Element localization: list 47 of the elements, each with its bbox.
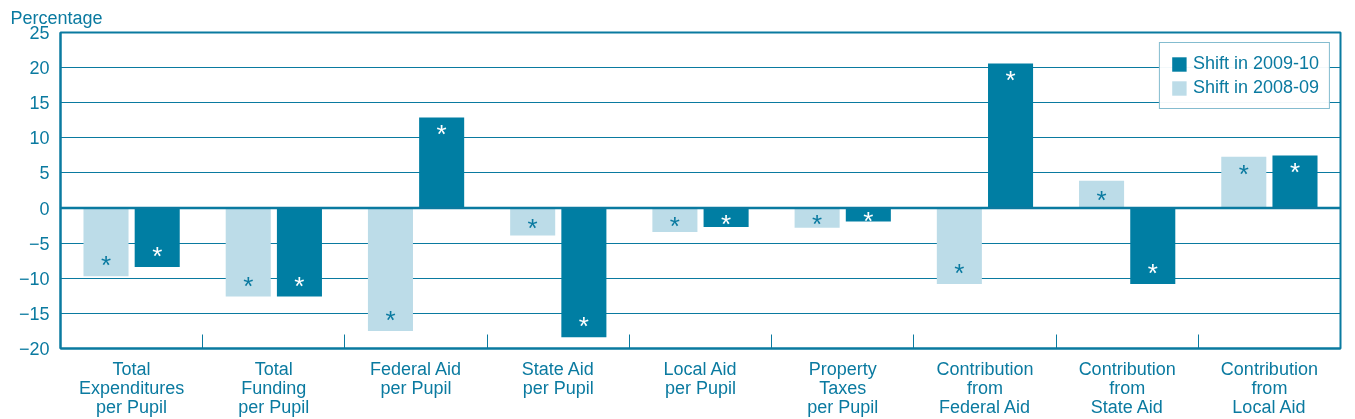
legend-label: Shift in 2008-09: [1192, 77, 1319, 98]
x-tick-label: Property Taxes per Pupil: [807, 358, 879, 417]
x-tick-label: Total Funding per Pupil: [238, 358, 310, 417]
data-label: *: [812, 208, 823, 239]
x-tick-label: Contribution from Federal Aid: [936, 358, 1034, 417]
bar: [1221, 156, 1267, 209]
data-label: *: [527, 212, 538, 243]
data-label: *: [1289, 157, 1301, 188]
data-label: *: [100, 250, 112, 281]
y-tick-label: 10: [29, 128, 50, 149]
y-tick-label: −5: [28, 233, 50, 254]
data-label: *: [669, 210, 680, 241]
bar: [83, 208, 129, 277]
data-label: *: [721, 208, 732, 239]
y-tick-label: 20: [29, 58, 50, 79]
data-label: *: [1096, 185, 1107, 216]
bar: [652, 208, 698, 232]
x-tick-label: State Aid per Pupil: [521, 358, 594, 398]
data-label: *: [1005, 65, 1016, 96]
x-tick-label: Total Expenditures per Pupil: [79, 358, 185, 417]
bar: [936, 208, 982, 284]
x-tick-label: Local Aid per Pupil: [663, 358, 737, 398]
data-label: *: [1147, 257, 1158, 288]
y-tick-label: −20: [18, 339, 50, 359]
data-label: *: [152, 241, 163, 272]
data-label: *: [294, 270, 305, 301]
x-tick-label: Contribution from Local Aid: [1220, 358, 1318, 417]
data-label: *: [863, 205, 874, 236]
y-tick-label: 5: [39, 163, 50, 184]
y-tick-label: 15: [29, 93, 50, 114]
bar: [794, 208, 840, 228]
x-tick-label: Federal Aid per Pupil: [370, 358, 462, 398]
bar: [1079, 180, 1125, 209]
legend-label: Shift in 2009-10: [1192, 53, 1319, 74]
bar: [367, 208, 413, 331]
data-label: *: [954, 257, 965, 288]
data-label: *: [1238, 158, 1249, 189]
y-tick-label: −10: [18, 268, 50, 289]
y-tick-label: −15: [18, 303, 50, 324]
x-tick-label: Contribution from State Aid: [1078, 358, 1176, 417]
y-tick-label: 0: [39, 198, 50, 219]
bar: [225, 208, 271, 297]
data-label: *: [436, 119, 447, 150]
data-label: *: [243, 270, 254, 301]
bar: [510, 208, 556, 236]
data-label: *: [578, 311, 589, 342]
data-label: *: [385, 304, 396, 335]
